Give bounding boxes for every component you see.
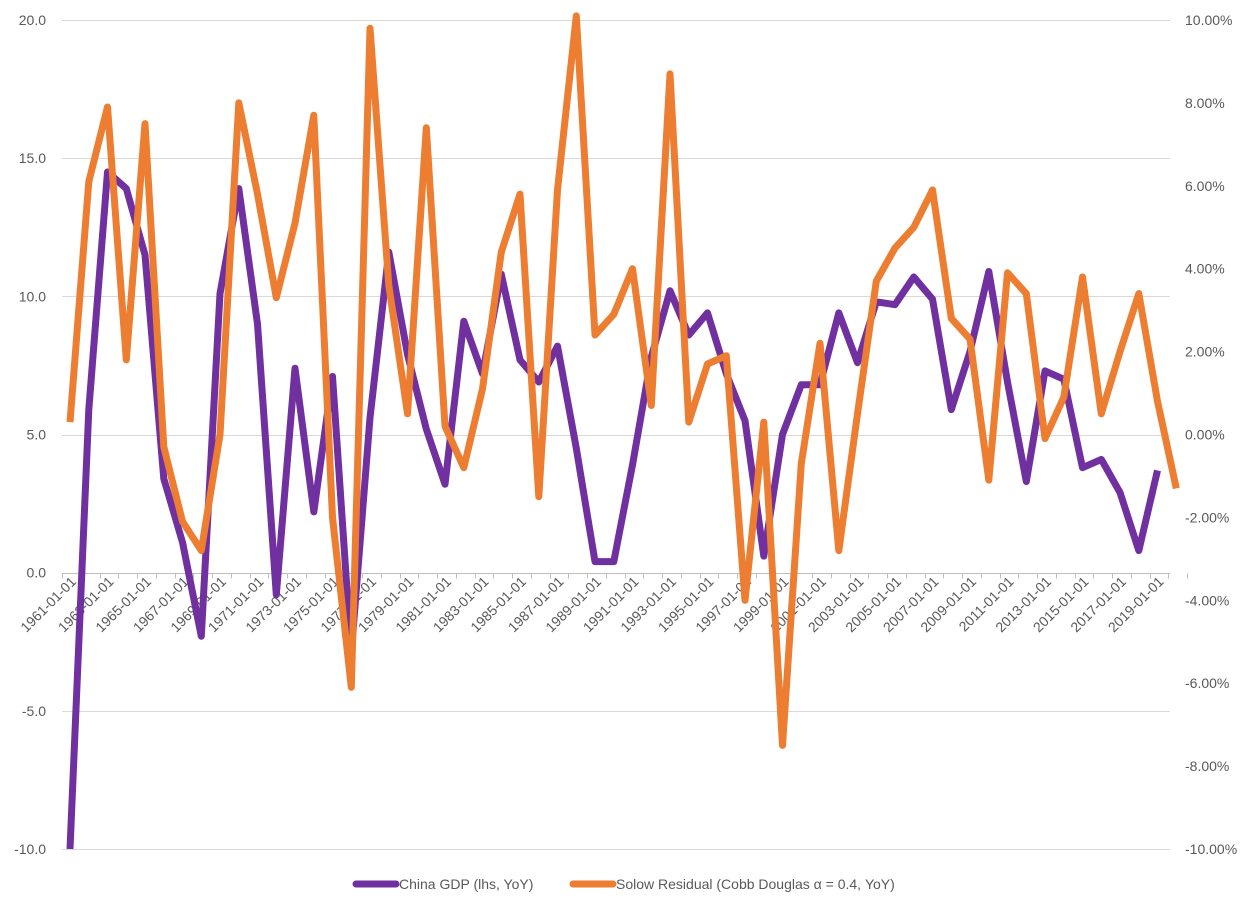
y-right-tick-label: -6.00%	[1185, 675, 1229, 691]
y-left-tick-label: -5.0	[22, 703, 46, 719]
y-left-tick-label: 20.0	[19, 12, 46, 28]
y-left-tick-label: 0.0	[27, 565, 47, 581]
y-right-tick-label: -2.00%	[1185, 509, 1229, 525]
gridlines	[62, 20, 1170, 850]
y-left-tick-label: 15.0	[19, 150, 46, 166]
series-lines	[66, 12, 1180, 850]
y-right-tick-label: 6.00%	[1185, 178, 1225, 194]
y-left-tick-label: 10.0	[19, 288, 46, 304]
y-right-tick-label: 10.00%	[1185, 12, 1232, 28]
legend: China GDP (lhs, YoY) Solow Residual (Cob…	[352, 876, 895, 892]
y-right-tick-label: -10.00%	[1185, 841, 1237, 857]
series-line-solow-residual	[66, 12, 1180, 749]
y-axis-left: -10.0 -5.0 0.0 5.0 10.0 15.0 20.0	[14, 12, 46, 857]
y-right-tick-label: 8.00%	[1185, 95, 1225, 111]
y-right-tick-label: 4.00%	[1185, 261, 1225, 277]
y-axis-right: -10.00% -8.00% -6.00% -4.00% -2.00% 0.00% 2.00…	[1185, 12, 1237, 857]
y-right-tick-label: -4.00%	[1185, 592, 1229, 608]
y-left-tick-label: 5.0	[27, 427, 47, 443]
y-left-tick-label: -10.0	[14, 841, 46, 857]
legend-label-solow-residual: Solow Residual (Cobb Douglas α = 0.4, Yo…	[616, 876, 895, 892]
y-right-tick-label: 0.00%	[1185, 427, 1225, 443]
y-right-tick-label: -8.00%	[1185, 758, 1229, 774]
y-right-tick-label: 2.00%	[1185, 344, 1225, 360]
legend-label-china-gdp: China GDP (lhs, YoY)	[399, 876, 533, 892]
series-line-china-gdp	[66, 168, 1161, 850]
